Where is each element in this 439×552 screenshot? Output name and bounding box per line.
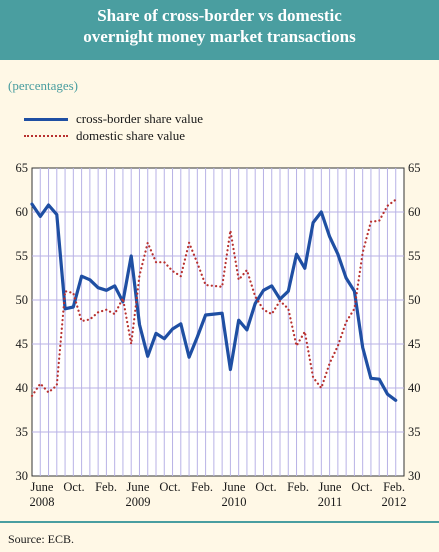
units-note: (percentages): [8, 78, 79, 93]
x-tick-label-month: June: [127, 480, 150, 494]
x-tick-label-month: June: [31, 480, 54, 494]
series-line-cross-border: [30, 202, 398, 402]
x-tick-label-month: June: [319, 480, 342, 494]
y-tick-label-right: 30: [408, 469, 421, 483]
x-tick-label-month: Feb.: [287, 480, 309, 494]
chart-title-line2: overnight money market transactions: [83, 27, 356, 46]
y-tick-label-right: 60: [408, 205, 421, 219]
y-tick-label-left: 65: [16, 161, 29, 175]
x-tick-label-month: Feb.: [383, 480, 405, 494]
chart-header: Share of cross-border vs domestic overni…: [0, 0, 439, 60]
y-tick-label-right: 50: [408, 293, 421, 307]
y-tick-label-left: 40: [16, 381, 29, 395]
source-note: Source: ECB.: [8, 532, 74, 546]
x-tick-label-month: June: [223, 480, 246, 494]
x-tick-label-month: Oct.: [63, 480, 84, 494]
x-tick-label-month: Oct.: [255, 480, 276, 494]
plot-area: [31, 167, 405, 477]
legend-swatch-cross-border: [24, 118, 68, 121]
y-tick-label-left: 55: [16, 249, 29, 263]
x-tick-label-year: 2009: [126, 495, 151, 509]
y-tick-label-right: 40: [408, 381, 421, 395]
x-tick-label-month: Feb.: [95, 480, 117, 494]
y-tick-label-left: 35: [16, 425, 29, 439]
x-tick-label-year: 2010: [222, 495, 247, 509]
x-tick-label-year: 2011: [318, 495, 343, 509]
legend-swatch-domestic: [24, 135, 68, 137]
x-tick-label-month: Oct.: [159, 480, 180, 494]
x-tick-label-month: Oct.: [351, 480, 372, 494]
y-tick-label-right: 35: [408, 425, 421, 439]
source-divider: [0, 521, 439, 523]
legend-label-domestic: domestic share value: [76, 128, 186, 143]
y-tick-label-right: 65: [408, 161, 421, 175]
x-tick-label-year: 2008: [30, 495, 55, 509]
y-tick-label-right: 55: [408, 249, 421, 263]
y-tick-label-left: 60: [16, 205, 29, 219]
y-tick-label-left: 45: [16, 337, 29, 351]
y-tick-label-left: 30: [16, 469, 29, 483]
legend-label-cross-border: cross-border share value: [76, 111, 204, 126]
y-tick-label-right: 45: [408, 337, 421, 351]
y-tick-label-left: 50: [16, 293, 29, 307]
x-tick-label-month: Feb.: [191, 480, 213, 494]
chart-title-line1: Share of cross-border vs domestic: [97, 6, 342, 25]
x-tick-label-year: 2012: [382, 495, 407, 509]
